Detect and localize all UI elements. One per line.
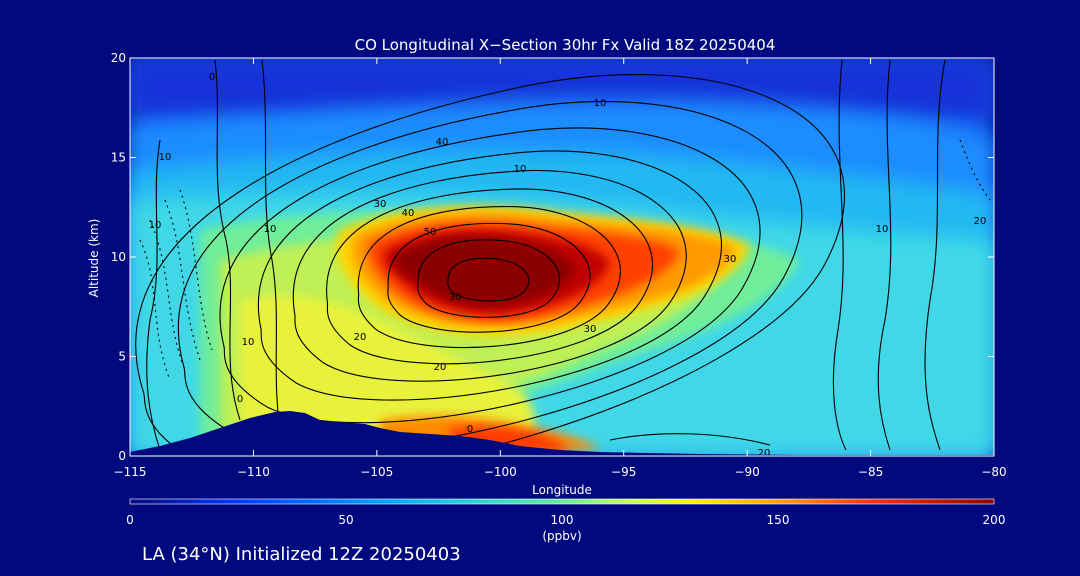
contour-line-negative	[164, 199, 201, 361]
contour-line	[447, 257, 530, 302]
y-axis-label: Altitude (km)	[87, 219, 101, 298]
contour-line	[326, 188, 653, 365]
y-tick-label: 10	[111, 250, 126, 264]
x-tick-label: −105	[360, 465, 393, 479]
y-tick-label: 15	[111, 151, 126, 165]
concentration-band	[393, 237, 575, 307]
x-tick-label: −95	[611, 465, 636, 479]
y-tick-label: 20	[111, 51, 126, 65]
contour-label: 10	[876, 224, 889, 235]
contour-label: 10	[514, 164, 527, 175]
y-tick-label: 5	[118, 350, 126, 364]
plot-area: 0 0 0 10 10 10 10 10 10 20 20 20 30 30 30 40 40 50 10 20 30	[130, 58, 994, 459]
colorbar-tick-label: 0	[126, 513, 134, 527]
terrain-silhouette	[130, 411, 994, 456]
x-axis-label: Longitude	[532, 483, 592, 497]
x-tick-label: −110	[237, 465, 270, 479]
contour-line	[292, 170, 687, 382]
contour-label: 20	[434, 362, 447, 373]
y-axis: 0 5 10 15 20	[111, 51, 994, 463]
contour-line	[832, 59, 847, 451]
x-tick-label: −100	[484, 465, 517, 479]
contour-label: 40	[436, 137, 449, 148]
contour-label: 20	[758, 448, 771, 459]
contour-label: 50	[424, 227, 437, 238]
concentration-band	[240, 296, 535, 446]
contour-label: 10	[264, 224, 277, 235]
contour-lines	[135, 59, 991, 456]
chart-title: CO Longitudinal X−Section 30hr Fx Valid …	[355, 36, 776, 54]
colorbar-unit: (ppbv)	[542, 529, 581, 543]
colorbar-tick-label: 50	[338, 513, 353, 527]
x-tick-label: −80	[981, 465, 1006, 479]
contour-line	[261, 59, 283, 441]
contour-line-negative	[959, 139, 991, 201]
contour-label: 10	[149, 220, 162, 231]
footer-caption: LA (34°N) Initialized 12Z 20250403	[142, 544, 461, 565]
contour-label: 30	[584, 324, 597, 335]
contour-label: 30	[724, 254, 737, 265]
contour-line	[214, 59, 241, 421]
x-tick-label: −90	[734, 465, 759, 479]
colorbar-tick-label: 150	[767, 513, 790, 527]
contour-label: 0	[467, 424, 473, 435]
y-tick-label: 0	[118, 449, 126, 463]
x-tick-label: −115	[114, 465, 147, 479]
colorbar-tick-label: 100	[551, 513, 574, 527]
colorbar-ticks: 0 50 100 150 200	[126, 513, 1005, 527]
contour-line	[609, 433, 771, 446]
colorbar	[129, 498, 995, 505]
contour-labels: 0 0 0 10 10 10 10 10 10 20 20 20 30 30 30 40 40 50 10 20 30	[149, 72, 987, 459]
contour-label: 10	[594, 98, 607, 109]
contour-label: 20	[354, 332, 367, 343]
co-concentration-field	[130, 58, 994, 456]
contour-line	[258, 150, 722, 401]
contour-line	[387, 222, 591, 333]
contour-line	[417, 239, 561, 318]
contour-label: 40	[402, 208, 415, 219]
contour-label: 0	[209, 72, 215, 83]
contour-line-negative	[179, 189, 213, 351]
x-axis: −115 −110 −105 −100 −95 −90 −85 −80	[114, 58, 1007, 479]
contour-label: 0	[237, 394, 243, 405]
contour-line	[877, 59, 892, 451]
contour-line	[357, 206, 621, 349]
contour-line	[135, 74, 846, 456]
contour-line	[146, 139, 161, 451]
contour-label: 30	[449, 292, 462, 303]
contour-label: 10	[242, 337, 255, 348]
colorbar-tick-label: 200	[983, 513, 1006, 527]
contour-line-negative	[149, 219, 186, 371]
contour-label: 20	[974, 216, 987, 227]
contour-line	[924, 59, 946, 451]
contour-label: 10	[159, 152, 172, 163]
contour-label: 30	[374, 199, 387, 210]
x-tick-label: −85	[858, 465, 883, 479]
